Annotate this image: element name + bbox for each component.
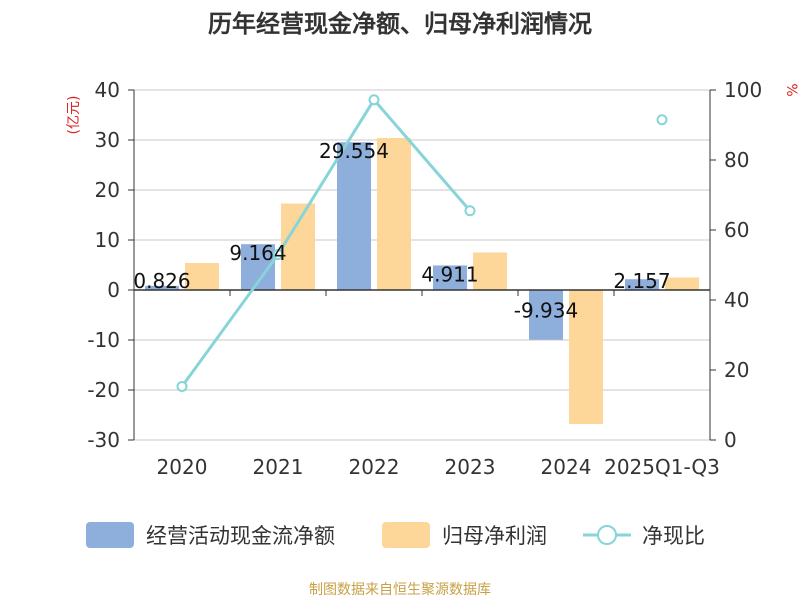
cashflow-data-label: 4.911 bbox=[421, 262, 478, 286]
data-label-layer: 0.826 9.164 29.554 4.911 -9.934 2.157 bbox=[133, 139, 670, 322]
cashflow-data-label: 0.826 bbox=[133, 269, 190, 293]
ratio-point bbox=[368, 94, 380, 106]
axis-layer: -30 -20 -10 0 10 20 30 40 0 20 40 60 80 100 2020 2021 20… bbox=[87, 78, 762, 479]
left-tick-label: 0 bbox=[107, 278, 120, 302]
category-label: 2021 bbox=[253, 455, 304, 479]
ratio-point bbox=[464, 205, 476, 217]
ratio-point bbox=[176, 380, 188, 392]
profit-bar bbox=[665, 277, 699, 290]
ratio-point bbox=[272, 249, 284, 260]
cashflow-bar bbox=[625, 279, 659, 290]
category-label: 2025Q1-Q3 bbox=[604, 455, 720, 479]
right-tick-label: 40 bbox=[724, 288, 749, 312]
category-label: 2024 bbox=[541, 455, 592, 479]
category-label: 2020 bbox=[157, 455, 208, 479]
cashflow-bar bbox=[145, 285, 179, 290]
cashflow-data-label: 29.554 bbox=[319, 139, 389, 163]
right-tick-label: 60 bbox=[724, 218, 749, 242]
category-label: 2023 bbox=[445, 455, 496, 479]
profit-bar bbox=[281, 203, 315, 290]
legend-marker-ratio bbox=[597, 525, 617, 545]
cashflow-bar bbox=[433, 265, 467, 290]
profit-bar bbox=[377, 138, 411, 290]
category-label: 2022 bbox=[349, 455, 400, 479]
left-tick-label: -20 bbox=[87, 378, 120, 402]
line-layer bbox=[176, 94, 668, 392]
cashflow-bar bbox=[337, 142, 371, 290]
profit-bar bbox=[569, 290, 603, 424]
legend-swatch-profit bbox=[382, 522, 430, 548]
cashflow-data-label: 2.157 bbox=[613, 269, 670, 293]
cashflow-bar bbox=[529, 290, 563, 340]
right-tick-label: 0 bbox=[724, 428, 737, 452]
legend-label-cashflow: 经营活动现金流净额 bbox=[146, 524, 335, 548]
profit-bar bbox=[473, 252, 507, 290]
left-tick-label: 40 bbox=[95, 78, 120, 102]
cashflow-data-label: 9.164 bbox=[229, 241, 286, 265]
left-tick-label: 20 bbox=[95, 178, 120, 202]
right-tick-label: 80 bbox=[724, 148, 749, 172]
right-tick-label: 100 bbox=[724, 78, 762, 102]
legend: 经营活动现金流净额 归母净利润 净现比 bbox=[86, 522, 705, 548]
right-axis-unit: % bbox=[783, 83, 799, 96]
source-note: 制图数据来自恒生聚源数据库 bbox=[309, 582, 491, 598]
chart-title: 历年经营现金净额、归母净利润情况 bbox=[208, 10, 592, 38]
legend-label-profit: 归母净利润 bbox=[442, 524, 547, 548]
left-tick-label: -10 bbox=[87, 328, 120, 352]
profit-bar bbox=[185, 263, 219, 290]
legend-swatch-cashflow bbox=[86, 522, 134, 548]
ratio-point bbox=[656, 114, 668, 126]
left-tick-label: 30 bbox=[95, 128, 120, 152]
left-axis-unit: (亿元) bbox=[66, 96, 82, 135]
ratio-line bbox=[180, 97, 472, 388]
right-tick-label: 20 bbox=[724, 358, 749, 382]
left-tick-label: -30 bbox=[87, 428, 120, 452]
left-tick-label: 10 bbox=[95, 228, 120, 252]
bar-layer bbox=[145, 138, 699, 424]
legend-label-ratio: 净现比 bbox=[642, 524, 705, 548]
cashflow-data-label: -9.934 bbox=[514, 299, 578, 323]
